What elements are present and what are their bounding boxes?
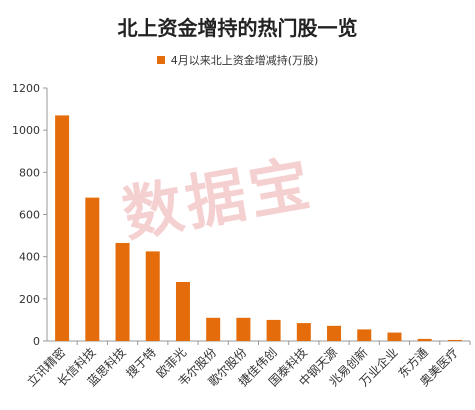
bar <box>85 197 100 341</box>
y-tick-label: 1200 <box>12 82 40 95</box>
bar <box>387 332 402 341</box>
bar <box>327 325 342 341</box>
bar <box>145 251 160 341</box>
chart-title: 北上资金增持的热门股一览 <box>117 16 358 40</box>
y-tick-label: 200 <box>19 293 40 306</box>
bar <box>266 319 281 341</box>
bar <box>206 317 221 341</box>
bar <box>447 339 462 341</box>
bar <box>296 323 311 341</box>
y-tick-label: 400 <box>19 251 40 264</box>
x-tick-label: 搜于特 <box>123 345 159 381</box>
bar <box>115 242 130 341</box>
y-tick-label: 0 <box>33 335 40 348</box>
legend-swatch <box>156 56 165 64</box>
legend: 4月以来北上资金增减持(万股) <box>0 52 475 68</box>
bar <box>236 317 251 341</box>
bar <box>357 329 372 341</box>
bar <box>55 115 70 342</box>
y-tick-label: 1000 <box>12 124 40 137</box>
y-tick-label: 600 <box>19 209 40 222</box>
legend-label: 4月以来北上资金增减持(万股) <box>170 54 319 67</box>
bar <box>417 338 432 341</box>
bar <box>175 281 190 341</box>
y-tick-label: 800 <box>19 166 40 179</box>
